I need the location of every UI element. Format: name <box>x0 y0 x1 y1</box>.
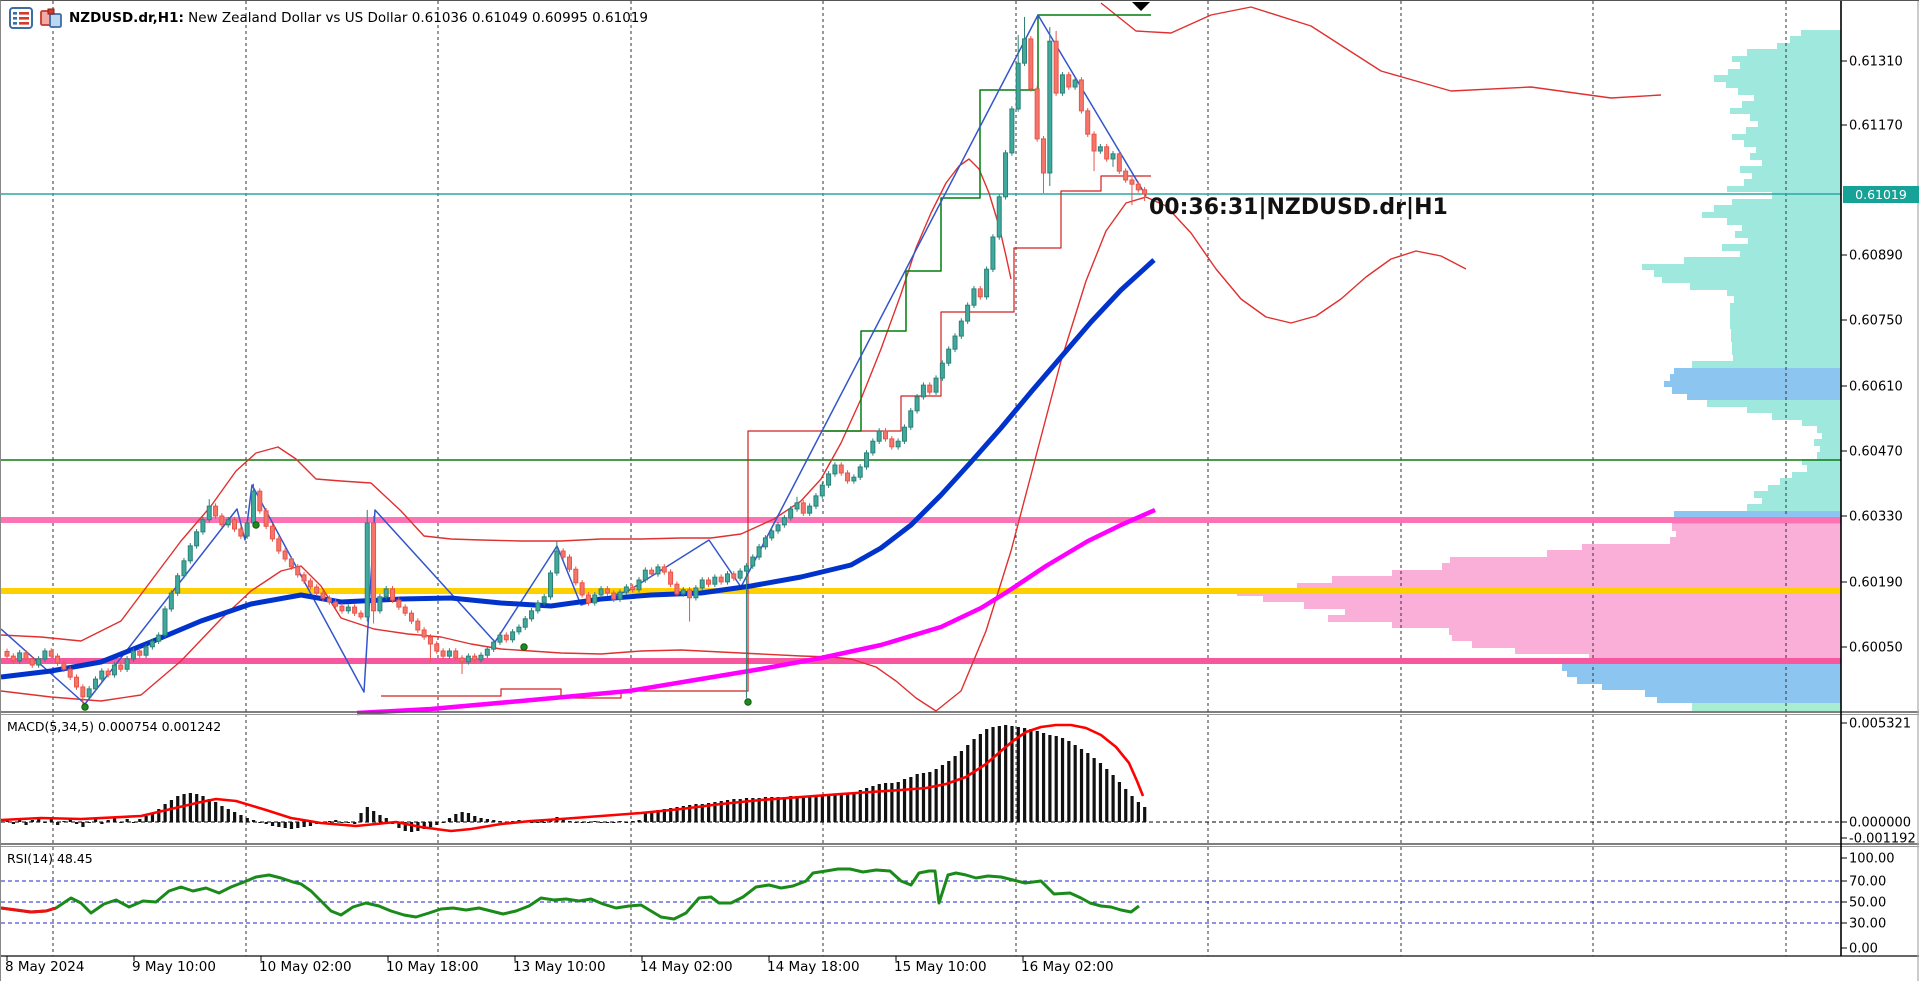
svg-text:10 May 02:00: 10 May 02:00 <box>259 959 352 975</box>
rsi-indicator-label: RSI(14) 48.45 <box>7 851 93 866</box>
svg-text:0.005321: 0.005321 <box>1849 717 1911 732</box>
ohlc-quotes: 0.61036 0.61049 0.60995 0.61019 <box>411 10 648 26</box>
horizontal-levels <box>1 193 1841 664</box>
svg-text:0.60050: 0.60050 <box>1849 641 1903 656</box>
svg-text:50.00: 50.00 <box>1849 896 1886 911</box>
svg-text:0.000000: 0.000000 <box>1849 816 1911 831</box>
svg-text:0.60610: 0.60610 <box>1849 380 1903 395</box>
countdown-overlay-label: 00:36:31|NZDUSD.dr|H1 <box>1149 195 1448 220</box>
svg-text:0.60330: 0.60330 <box>1849 510 1903 525</box>
price-axis: 0.61310 0.61170 0.60890 0.60750 0.60610 0.604… <box>1841 55 1916 957</box>
svg-text:0.60470: 0.60470 <box>1849 445 1903 460</box>
sell-arrow-marker <box>1132 2 1150 11</box>
candlesticks <box>4 16 1148 708</box>
symbol-description: New Zealand Dollar vs US Dollar <box>188 10 408 26</box>
svg-text:0.00: 0.00 <box>1849 942 1878 957</box>
chart-titlebar: NZDUSD.dr,H1: New Zealand Dollar vs US D… <box>9 7 648 29</box>
rsi-panel <box>1 867 1841 924</box>
chart-title: NZDUSD.dr,H1: New Zealand Dollar vs US D… <box>69 10 648 26</box>
zigzag-signal-dots <box>81 521 752 711</box>
svg-text:100.00: 100.00 <box>1849 852 1895 867</box>
svg-text:0.60750: 0.60750 <box>1849 314 1903 329</box>
svg-text:0.60890: 0.60890 <box>1849 249 1903 264</box>
svg-text:0.61170: 0.61170 <box>1849 119 1903 134</box>
svg-text:13 May 10:00: 13 May 10:00 <box>513 959 606 975</box>
time-axis: 8 May 2024 9 May 10:00 10 May 02:00 10 May … <box>5 956 1114 975</box>
svg-text:14 May 02:00: 14 May 02:00 <box>640 959 733 975</box>
svg-text:14 May 18:00: 14 May 18:00 <box>767 959 860 975</box>
macd-panel <box>1 723 1841 833</box>
svg-text:70.00: 70.00 <box>1849 875 1886 890</box>
svg-text:15 May 10:00: 15 May 10:00 <box>894 959 987 975</box>
svg-text:16 May 02:00: 16 May 02:00 <box>1021 959 1114 975</box>
chart-list-icon[interactable] <box>9 7 33 29</box>
macd-indicator-label: MACD(5,34,5) 0.000754 0.001242 <box>7 719 222 734</box>
chart-windows-icon[interactable] <box>39 7 63 29</box>
svg-text:0.61310: 0.61310 <box>1849 55 1903 70</box>
svg-text:8 May 2024: 8 May 2024 <box>5 959 84 975</box>
symbol-label: NZDUSD.dr,H1: <box>69 10 184 26</box>
svg-text:30.00: 30.00 <box>1849 917 1886 932</box>
svg-text:10 May 18:00: 10 May 18:00 <box>386 959 479 975</box>
svg-text:9 May 10:00: 9 May 10:00 <box>132 959 216 975</box>
current-price-badge: 0.61019 <box>1843 186 1919 203</box>
svg-text:0.60190: 0.60190 <box>1849 576 1903 591</box>
svg-text:-0.001192: -0.001192 <box>1849 832 1916 847</box>
